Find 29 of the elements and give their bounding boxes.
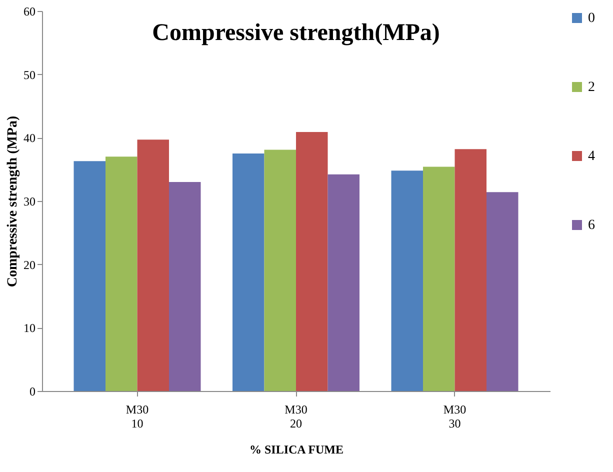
bar	[423, 166, 455, 391]
bar	[106, 156, 138, 391]
chart-title: Compressive strength(MPa)	[152, 20, 440, 46]
y-tick-label: 0	[30, 384, 36, 398]
legend-label: 6	[588, 218, 595, 233]
bar	[74, 161, 106, 391]
bar	[232, 154, 264, 391]
y-tick-label: 10	[24, 321, 36, 336]
y-axis-title: Compressive strength (MPa)	[6, 115, 20, 288]
legend-label: 0	[588, 11, 595, 26]
bar	[137, 140, 169, 391]
bar	[328, 174, 360, 391]
x-axis-title: % SILICA FUME	[249, 442, 344, 456]
x-tick-label: M30 10	[126, 402, 149, 430]
y-tick-label: 60	[24, 4, 36, 18]
bar	[264, 150, 296, 391]
y-tick-label: 40	[24, 131, 36, 146]
y-tick-label: 30	[24, 194, 36, 208]
x-tick-label: M30 30	[443, 402, 466, 430]
bar	[486, 192, 518, 391]
legend-label: 4	[588, 149, 595, 164]
bar	[391, 170, 423, 391]
bar	[296, 132, 328, 391]
x-tick-label: M30 20	[284, 402, 308, 430]
legend-label: 2	[588, 80, 595, 95]
y-tick-label: 20	[24, 258, 36, 272]
bar	[169, 182, 201, 391]
y-tick-label: 50	[24, 68, 36, 82]
bar	[454, 149, 486, 391]
